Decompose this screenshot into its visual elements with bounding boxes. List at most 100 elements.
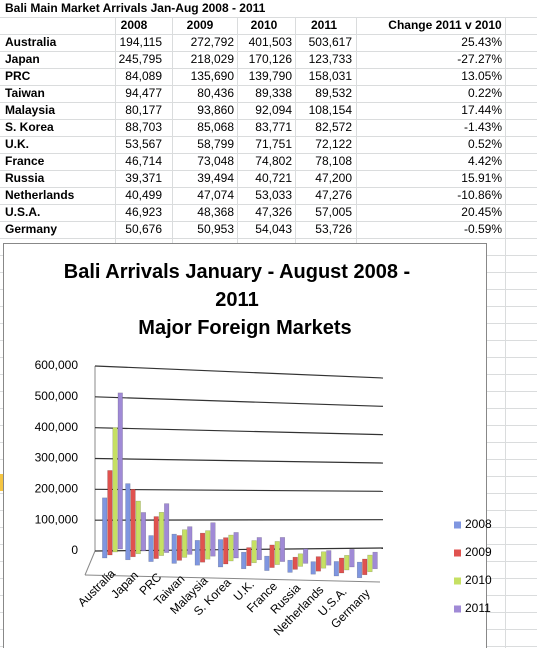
cell-value: -0.59% xyxy=(464,222,502,236)
row-label: France xyxy=(5,154,45,168)
legend-label: 2011 xyxy=(465,601,491,615)
chart-title: Bali Arrivals January - August 2008 - 20… xyxy=(63,261,411,311)
bar xyxy=(339,557,345,574)
bar xyxy=(279,537,285,562)
bar xyxy=(310,561,316,575)
bar xyxy=(274,541,280,565)
bar xyxy=(315,556,321,572)
bar xyxy=(182,529,188,558)
row-label: Malaysia xyxy=(5,103,55,117)
row-label: Russia xyxy=(5,171,45,185)
legend-label: 2010 xyxy=(465,573,492,587)
cell-value: 108,154 xyxy=(309,103,353,117)
row-label: Germany xyxy=(5,222,57,236)
cell-value: 47,326 xyxy=(255,205,292,219)
cell-value: 73,048 xyxy=(197,154,234,168)
column-header: 2010 xyxy=(251,18,278,32)
cell-value: 139,790 xyxy=(249,69,293,83)
bar xyxy=(223,537,229,565)
y-tick-label: 300,000 xyxy=(35,451,79,465)
chart-area xyxy=(3,243,487,648)
bar xyxy=(102,497,108,559)
y-tick-label: 200,000 xyxy=(35,482,79,496)
row-label: U.S.A. xyxy=(5,205,40,219)
cell-value: 57,005 xyxy=(315,205,352,219)
bar xyxy=(333,561,339,577)
cell-value: 89,338 xyxy=(255,86,292,100)
legend-swatch xyxy=(454,605,461,613)
cell-value: 15.91% xyxy=(461,171,502,185)
cell-value: 80,436 xyxy=(197,86,234,100)
bar xyxy=(287,559,293,573)
grid-line xyxy=(94,427,384,436)
cell-value: 94,477 xyxy=(125,86,162,100)
cell-value: 401,503 xyxy=(249,35,293,49)
y-tick-label: 600,000 xyxy=(35,358,79,372)
row-label: Japan xyxy=(5,52,40,66)
grid-line xyxy=(94,457,384,464)
bar xyxy=(372,551,378,570)
cell-value: 135,690 xyxy=(191,69,235,83)
cell-value: 89,532 xyxy=(315,86,352,100)
cell-value: 83,771 xyxy=(255,120,292,134)
cell-value: 85,068 xyxy=(197,120,234,134)
bar xyxy=(246,547,252,567)
cell-value: 74,802 xyxy=(255,154,292,168)
cell-value: 47,200 xyxy=(315,171,352,185)
bar xyxy=(112,427,118,553)
bar xyxy=(228,534,234,562)
cell-value: 88,703 xyxy=(125,120,162,134)
row-label: PRC xyxy=(5,69,31,83)
cell-value: 78,108 xyxy=(315,154,352,168)
bar xyxy=(210,522,216,557)
row-label: Taiwan xyxy=(5,86,45,100)
cell-value: -27.27% xyxy=(457,52,502,66)
cell-value: 92,094 xyxy=(255,103,292,117)
cell-value: 47,074 xyxy=(197,188,234,202)
bar xyxy=(135,500,141,555)
column-header: 2009 xyxy=(187,18,214,32)
cell-value: 0.52% xyxy=(468,137,502,151)
cell-value: 4.42% xyxy=(468,154,502,168)
bar xyxy=(241,551,247,570)
cell-value: 53,033 xyxy=(255,188,292,202)
y-tick-label: 100,000 xyxy=(35,512,79,526)
axis-line xyxy=(84,550,96,576)
bar xyxy=(256,537,262,561)
row-label: Netherlands xyxy=(5,188,75,202)
bar xyxy=(187,526,193,555)
cell-value: 218,029 xyxy=(191,52,235,66)
cell-value: -10.86% xyxy=(457,188,502,202)
bar xyxy=(217,539,224,568)
legend-swatch xyxy=(454,549,461,557)
cell-value: 46,714 xyxy=(125,154,162,168)
grid-line xyxy=(94,488,384,492)
cell-value: 0.22% xyxy=(468,86,502,100)
bar xyxy=(158,512,164,556)
y-tick-label: 0 xyxy=(71,543,78,557)
bar xyxy=(176,535,182,561)
row-label: S. Korea xyxy=(5,120,54,134)
bar xyxy=(171,533,177,564)
legend-swatch xyxy=(454,577,461,585)
bar xyxy=(117,392,123,550)
cell-value: 158,031 xyxy=(309,69,353,83)
bar xyxy=(264,555,270,571)
bar xyxy=(194,540,200,566)
cell-value: 40,499 xyxy=(125,188,162,202)
legend-label: 2009 xyxy=(465,545,492,559)
legend-label: 2008 xyxy=(465,517,492,531)
cell-value: 53,726 xyxy=(315,222,352,236)
bar xyxy=(292,556,298,570)
bar xyxy=(130,488,136,558)
cell-value: 20.45% xyxy=(461,205,502,219)
cell-value: 53,567 xyxy=(125,137,162,151)
bar xyxy=(233,532,239,559)
cell-value: 54,043 xyxy=(255,222,292,236)
bar xyxy=(164,503,170,553)
y-tick-label: 500,000 xyxy=(35,389,79,403)
bar xyxy=(349,549,355,568)
bar xyxy=(362,558,368,576)
